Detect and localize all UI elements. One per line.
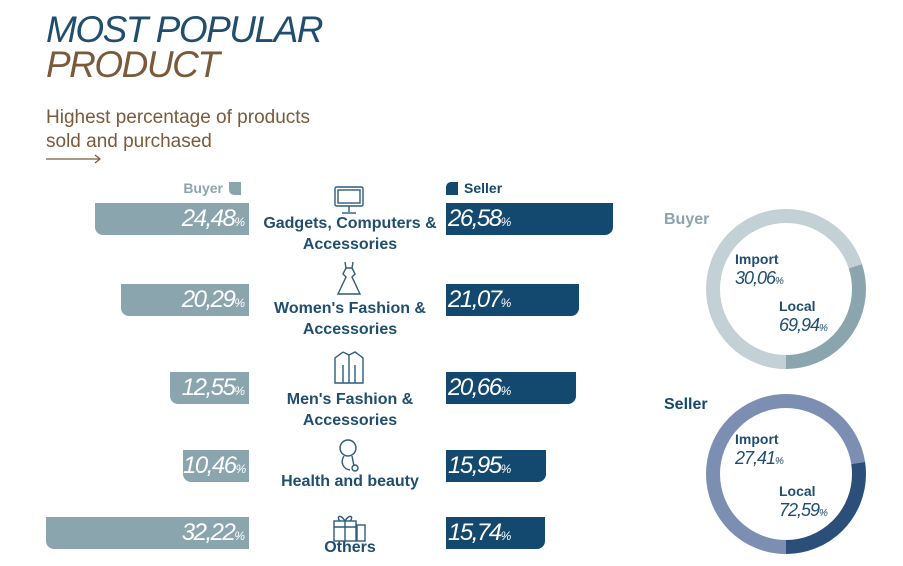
buyer-bar-1: 20,29% (121, 284, 249, 316)
category-label-1: Women's Fashion & Accessories (274, 300, 426, 338)
buyer-bar-2-unit: % (234, 384, 245, 398)
seller-bar-1: 21,07% (446, 284, 579, 316)
buyer-bar-0-unit: % (234, 215, 245, 229)
buyer-import-value: 30,06% (735, 268, 784, 288)
monitor-icon (334, 186, 364, 214)
seller-donut-slice-local (706, 394, 866, 554)
dress-icon (336, 261, 362, 295)
seller-local-label: Local (779, 483, 816, 499)
subtitle: Highest percentage of products sold and … (46, 107, 311, 152)
buyer-bar-2-value: 12,55 (181, 374, 236, 401)
buyer-donut-chart (706, 209, 866, 369)
seller-bar-4-value: 15,74 (448, 519, 502, 546)
seller-bar-3-value: 15,95 (448, 452, 502, 479)
title-line-2: PRODUCT (46, 44, 220, 85)
seller-bar-4-unit: % (500, 529, 512, 543)
legend-seller: Seller (446, 180, 502, 196)
category-label-4: Others (324, 539, 376, 556)
title-line-1: MOST POPULAR (46, 9, 324, 50)
buyer-donut-title: Buyer (664, 211, 710, 228)
buyer-bar-0: 24,48% (95, 203, 249, 235)
seller-bar-3: 15,95% (446, 450, 546, 482)
beauty-icon (339, 439, 359, 472)
seller-local-value: 72,59% (779, 500, 828, 520)
seller-bar-0: 26,58% (446, 203, 613, 235)
category-label-0: Gadgets, Computers & Accessories (263, 215, 437, 253)
buyer-donut-inner (721, 224, 851, 354)
buyer-local-label: Local (779, 298, 816, 314)
buyer-bar-3-unit: % (235, 462, 247, 476)
seller-import-label: Import (735, 431, 779, 447)
buyer-bar-1-unit: % (234, 296, 245, 310)
buyer-donut-slice-local (706, 209, 866, 369)
seller-bar-1-value: 21,07 (448, 286, 502, 313)
buyer-bar-1-value: 20,29 (181, 286, 236, 313)
arrow-right-icon (46, 154, 101, 164)
category-label-3: Health and beauty (281, 473, 419, 490)
buyer-bar-2: 12,55% (170, 372, 249, 404)
seller-bar-0-value: 26,58 (448, 205, 502, 232)
buyer-bar-0-value: 24,48 (181, 205, 236, 232)
seller-bar-1-unit: % (500, 296, 512, 310)
buyer-bar-4: 32,22% (46, 517, 249, 549)
buyer-bar-3-value: 10,46 (183, 452, 237, 479)
seller-bar-2-value: 20,66 (448, 374, 502, 401)
buyer-import-label: Import (735, 251, 779, 267)
category-label-2: Men's Fashion & Accessories (286, 391, 414, 429)
seller-bar-2: 20,66% (446, 372, 576, 404)
seller-import-value: 27,41% (735, 448, 784, 468)
legend-buyer-label: Buyer (183, 180, 223, 196)
buyer-bar-3: 10,46% (183, 450, 249, 482)
legend-seller-swatch (446, 181, 458, 195)
seller-bar-4: 15,74% (446, 517, 545, 549)
seller-bar-0-unit: % (500, 215, 512, 229)
buyer-bar-4-unit: % (234, 529, 245, 543)
buyer-local-value: 69,94% (779, 315, 828, 335)
buyer-bar-4-value: 32,22 (181, 519, 236, 546)
jacket-icon (334, 351, 364, 384)
legend-buyer: Buyer (183, 180, 241, 196)
seller-donut-chart (706, 394, 866, 554)
seller-bar-2-unit: % (500, 384, 512, 398)
legend-buyer-swatch (229, 181, 241, 195)
seller-bar-3-unit: % (500, 462, 512, 476)
seller-donut-inner (721, 409, 851, 539)
gift-icon (333, 515, 366, 542)
seller-donut-title: Seller (664, 396, 708, 413)
legend-seller-label: Seller (464, 180, 503, 196)
